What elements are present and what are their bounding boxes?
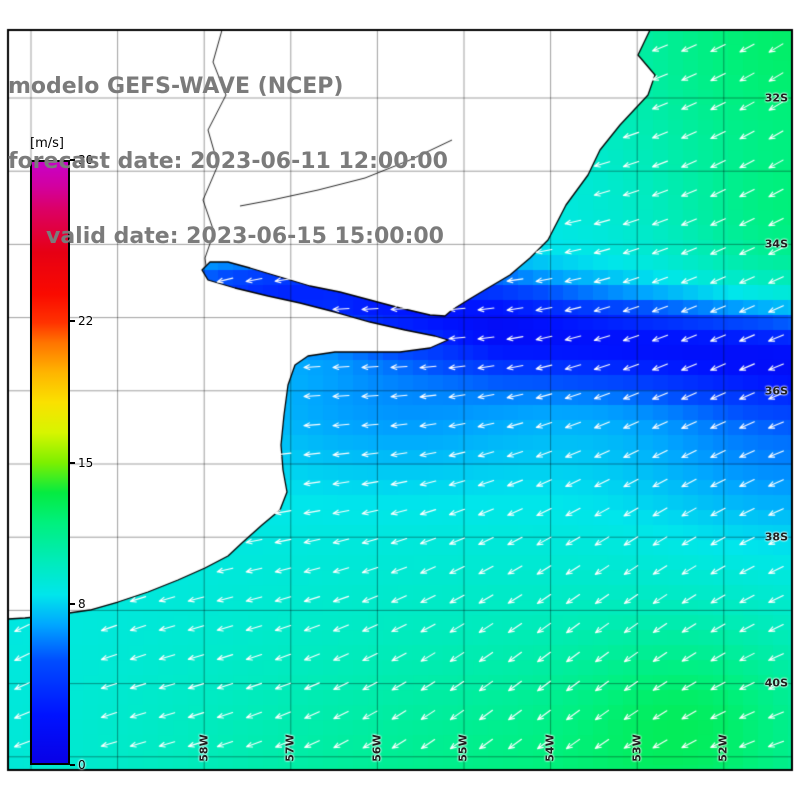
colorbar: [m/s] 30 22 15 8 0 <box>30 136 100 796</box>
colorbar-tick-value: 30 <box>78 153 94 167</box>
lat-label: 34S <box>764 237 788 251</box>
lat-label: 38S <box>764 530 788 544</box>
lon-label: 54W <box>543 734 557 762</box>
colorbar-tick-mark <box>70 602 75 605</box>
map-header: modelo GEFS-WAVE (NCEP) forecast date: 2… <box>8 24 448 299</box>
lon-label: 52W <box>716 734 730 762</box>
lat-label: 40S <box>764 676 788 690</box>
colorbar-tick-value: 0 <box>78 758 86 772</box>
colorbar-tick-mark <box>70 320 75 323</box>
lon-label: 55W <box>456 734 470 762</box>
colorbar-tick-value: 15 <box>78 455 94 470</box>
colorbar-tick-value: 8 <box>78 596 86 611</box>
lat-label: 36S <box>764 384 788 398</box>
lon-label: 53W <box>630 734 644 762</box>
model-title: modelo GEFS-WAVE (NCEP) <box>8 74 344 99</box>
lon-label: 57W <box>283 734 297 762</box>
valid-date: valid date: 2023-06-15 15:00:00 <box>46 224 444 249</box>
colorbar-tick-mark <box>70 159 75 161</box>
colorbar-tick-value: 22 <box>78 314 94 329</box>
colorbar-tick: 0 <box>70 758 86 772</box>
forecast-date: forecast date: 2023-06-11 12:00:00 <box>8 149 448 174</box>
colorbar-tick: 8 <box>70 597 86 611</box>
colorbar-unit-label: [m/s] <box>30 136 64 151</box>
lon-label: 56W <box>370 734 384 762</box>
colorbar-tick: 30 <box>70 153 93 167</box>
colorbar-tick: 15 <box>70 456 93 470</box>
colorbar-tick-mark <box>70 461 75 464</box>
lat-label: 32S <box>764 91 788 105</box>
colorbar-gradient <box>30 160 70 765</box>
lon-label: 58W <box>197 734 211 762</box>
colorbar-tick-mark <box>70 764 75 766</box>
colorbar-tick: 22 <box>70 314 93 328</box>
